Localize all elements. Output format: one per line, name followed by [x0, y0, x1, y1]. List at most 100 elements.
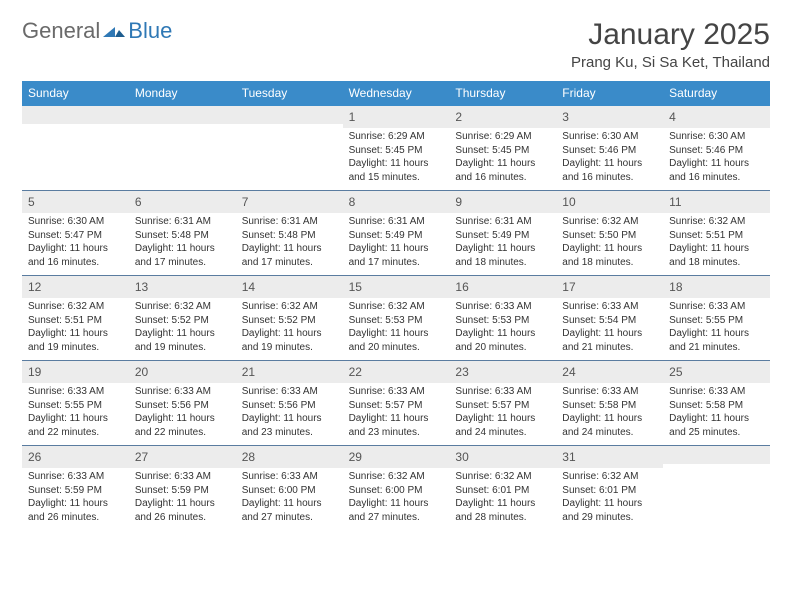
location: Prang Ku, Si Sa Ket, Thailand [571, 54, 770, 71]
day-number: 9 [455, 195, 462, 209]
day-number: 19 [28, 365, 41, 379]
day-number-band: 18 [663, 276, 770, 298]
day-body: Sunrise: 6:30 AMSunset: 5:47 PMDaylight:… [22, 213, 129, 275]
day-body: Sunrise: 6:30 AMSunset: 5:46 PMDaylight:… [663, 128, 770, 190]
weeks-container: 1Sunrise: 6:29 AMSunset: 5:45 PMDaylight… [22, 106, 770, 530]
day-number: 29 [349, 450, 362, 464]
sunrise-text: Sunrise: 6:32 AM [349, 300, 444, 314]
day-cell: 23 Sunrise: 6:33 AMSunset: 5:57 PMDayligh… [449, 361, 556, 445]
daylight-text: Daylight: 11 hours and 20 minutes. [349, 327, 444, 354]
sunset-text: Sunset: 6:00 PM [242, 484, 337, 498]
daylight-text: Daylight: 11 hours and 24 minutes. [455, 412, 550, 439]
day-number: 4 [669, 110, 676, 124]
sunset-text: Sunset: 5:58 PM [562, 399, 657, 413]
calendar: SundayMondayTuesdayWednesdayThursdayFrid… [22, 81, 770, 530]
daylight-text: Daylight: 11 hours and 17 minutes. [135, 242, 230, 269]
sunrise-text: Sunrise: 6:33 AM [28, 470, 123, 484]
day-cell: 11Sunrise: 6:32 AMSunset: 5:51 PMDayligh… [663, 191, 770, 275]
day-number: 16 [455, 280, 468, 294]
sunrise-text: Sunrise: 6:33 AM [455, 300, 550, 314]
day-cell: 6Sunrise: 6:31 AMSunset: 5:48 PMDaylight… [129, 191, 236, 275]
day-number: 17 [562, 280, 575, 294]
day-body: Sunrise: 6:32 AMSunset: 5:52 PMDaylight:… [129, 298, 236, 360]
daylight-text: Daylight: 11 hours and 27 minutes. [349, 497, 444, 524]
sunset-text: Sunset: 5:50 PM [562, 229, 657, 243]
sunrise-text: Sunrise: 6:33 AM [135, 470, 230, 484]
day-cell: 16 Sunrise: 6:33 AMSunset: 5:53 PMDayligh… [449, 276, 556, 360]
sunset-text: Sunset: 5:48 PM [135, 229, 230, 243]
day-body: Sunrise: 6:33 AMSunset: 5:53 PMDaylight:… [449, 298, 556, 360]
sunset-text: Sunset: 6:00 PM [349, 484, 444, 498]
sunset-text: Sunset: 6:01 PM [562, 484, 657, 498]
day-cell: 17 Sunrise: 6:33 AMSunset: 5:54 PMDayligh… [556, 276, 663, 360]
daylight-text: Daylight: 11 hours and 17 minutes. [349, 242, 444, 269]
sunset-text: Sunset: 5:59 PM [28, 484, 123, 498]
daylight-text: Daylight: 11 hours and 20 minutes. [455, 327, 550, 354]
day-number-band: 23 [449, 361, 556, 383]
day-number-band: 30 [449, 446, 556, 468]
day-cell: 12Sunrise: 6:32 AMSunset: 5:51 PMDayligh… [22, 276, 129, 360]
sunrise-text: Sunrise: 6:33 AM [455, 385, 550, 399]
day-body: Sunrise: 6:33 AMSunset: 5:59 PMDaylight:… [22, 468, 129, 530]
day-body: Sunrise: 6:30 AMSunset: 5:46 PMDaylight:… [556, 128, 663, 190]
day-body: Sunrise: 6:33 AMSunset: 6:00 PMDaylight:… [236, 468, 343, 530]
day-number-band: 21 [236, 361, 343, 383]
day-number-band: 19 [22, 361, 129, 383]
day-cell [129, 106, 236, 190]
day-cell [22, 106, 129, 190]
daylight-text: Daylight: 11 hours and 19 minutes. [242, 327, 337, 354]
day-number: 13 [135, 280, 148, 294]
day-cell: 8Sunrise: 6:31 AMSunset: 5:49 PMDaylight… [343, 191, 450, 275]
day-body: Sunrise: 6:33 AMSunset: 5:57 PMDaylight:… [449, 383, 556, 445]
day-number: 10 [562, 195, 575, 209]
day-number-band: 2 [449, 106, 556, 128]
daylight-text: Daylight: 11 hours and 21 minutes. [669, 327, 764, 354]
sunrise-text: Sunrise: 6:33 AM [242, 470, 337, 484]
sunset-text: Sunset: 5:55 PM [669, 314, 764, 328]
day-number: 26 [28, 450, 41, 464]
day-number-band: 28 [236, 446, 343, 468]
day-body: Sunrise: 6:32 AMSunset: 5:53 PMDaylight:… [343, 298, 450, 360]
sunrise-text: Sunrise: 6:31 AM [242, 215, 337, 229]
day-cell: 31Sunrise: 6:32 AMSunset: 6:01 PMDayligh… [556, 446, 663, 530]
day-number-band: 1 [343, 106, 450, 128]
sunrise-text: Sunrise: 6:33 AM [135, 385, 230, 399]
daylight-text: Daylight: 11 hours and 15 minutes. [349, 157, 444, 184]
header: General Blue January 2025 Prang Ku, Si S… [22, 18, 770, 71]
day-body: Sunrise: 6:32 AMSunset: 5:52 PMDaylight:… [236, 298, 343, 360]
daylight-text: Daylight: 11 hours and 21 minutes. [562, 327, 657, 354]
sunrise-text: Sunrise: 6:32 AM [28, 300, 123, 314]
day-number: 2 [455, 110, 462, 124]
day-number-band [129, 106, 236, 124]
day-number-band: 10 [556, 191, 663, 213]
sunset-text: Sunset: 5:46 PM [562, 144, 657, 158]
day-number: 22 [349, 365, 362, 379]
daylight-text: Daylight: 11 hours and 22 minutes. [135, 412, 230, 439]
day-number: 24 [562, 365, 575, 379]
daylight-text: Daylight: 11 hours and 16 minutes. [669, 157, 764, 184]
sunrise-text: Sunrise: 6:32 AM [562, 215, 657, 229]
day-number: 8 [349, 195, 356, 209]
sunset-text: Sunset: 5:53 PM [455, 314, 550, 328]
day-body: Sunrise: 6:33 AMSunset: 5:56 PMDaylight:… [129, 383, 236, 445]
day-body: Sunrise: 6:33 AMSunset: 5:55 PMDaylight:… [22, 383, 129, 445]
day-number: 18 [669, 280, 682, 294]
day-body: Sunrise: 6:33 AMSunset: 5:54 PMDaylight:… [556, 298, 663, 360]
day-number: 20 [135, 365, 148, 379]
day-of-week-cell: Thursday [449, 81, 556, 106]
sunrise-text: Sunrise: 6:30 AM [669, 130, 764, 144]
day-number: 23 [455, 365, 468, 379]
day-number-band [236, 106, 343, 124]
day-number-band: 3 [556, 106, 663, 128]
sunrise-text: Sunrise: 6:32 AM [669, 215, 764, 229]
day-cell [663, 446, 770, 530]
week-row: 26Sunrise: 6:33 AMSunset: 5:59 PMDayligh… [22, 446, 770, 530]
day-cell: 10Sunrise: 6:32 AMSunset: 5:50 PMDayligh… [556, 191, 663, 275]
day-of-week-cell: Saturday [663, 81, 770, 106]
day-cell: 5Sunrise: 6:30 AMSunset: 5:47 PMDaylight… [22, 191, 129, 275]
sunset-text: Sunset: 5:55 PM [28, 399, 123, 413]
day-cell: 22Sunrise: 6:33 AMSunset: 5:57 PMDayligh… [343, 361, 450, 445]
day-body: Sunrise: 6:32 AMSunset: 5:51 PMDaylight:… [663, 213, 770, 275]
sunset-text: Sunset: 5:51 PM [669, 229, 764, 243]
day-number-band: 17 [556, 276, 663, 298]
